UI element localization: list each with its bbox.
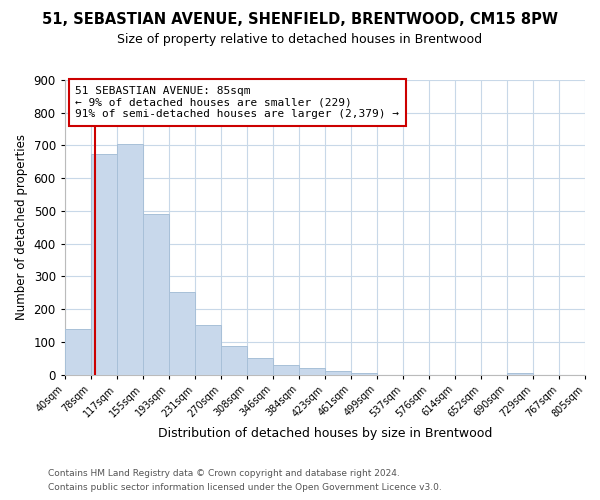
Text: Contains HM Land Registry data © Crown copyright and database right 2024.: Contains HM Land Registry data © Crown c… — [48, 468, 400, 477]
X-axis label: Distribution of detached houses by size in Brentwood: Distribution of detached houses by size … — [158, 427, 492, 440]
Bar — [299, 368, 325, 374]
Text: Size of property relative to detached houses in Brentwood: Size of property relative to detached ho… — [118, 32, 482, 46]
Bar — [325, 371, 351, 374]
Text: 51 SEBASTIAN AVENUE: 85sqm
← 9% of detached houses are smaller (229)
91% of semi: 51 SEBASTIAN AVENUE: 85sqm ← 9% of detac… — [75, 86, 399, 119]
Y-axis label: Number of detached properties: Number of detached properties — [15, 134, 28, 320]
Bar — [273, 365, 299, 374]
Bar — [247, 358, 273, 374]
Bar — [221, 346, 247, 374]
Bar — [507, 373, 533, 374]
Text: Contains public sector information licensed under the Open Government Licence v3: Contains public sector information licen… — [48, 484, 442, 492]
Bar — [65, 329, 91, 374]
Bar — [91, 154, 116, 374]
Bar — [195, 325, 221, 374]
Bar — [351, 373, 377, 374]
Text: 51, SEBASTIAN AVENUE, SHENFIELD, BRENTWOOD, CM15 8PW: 51, SEBASTIAN AVENUE, SHENFIELD, BRENTWO… — [42, 12, 558, 28]
Bar — [169, 292, 195, 374]
Bar — [143, 214, 169, 374]
Bar — [117, 144, 143, 374]
